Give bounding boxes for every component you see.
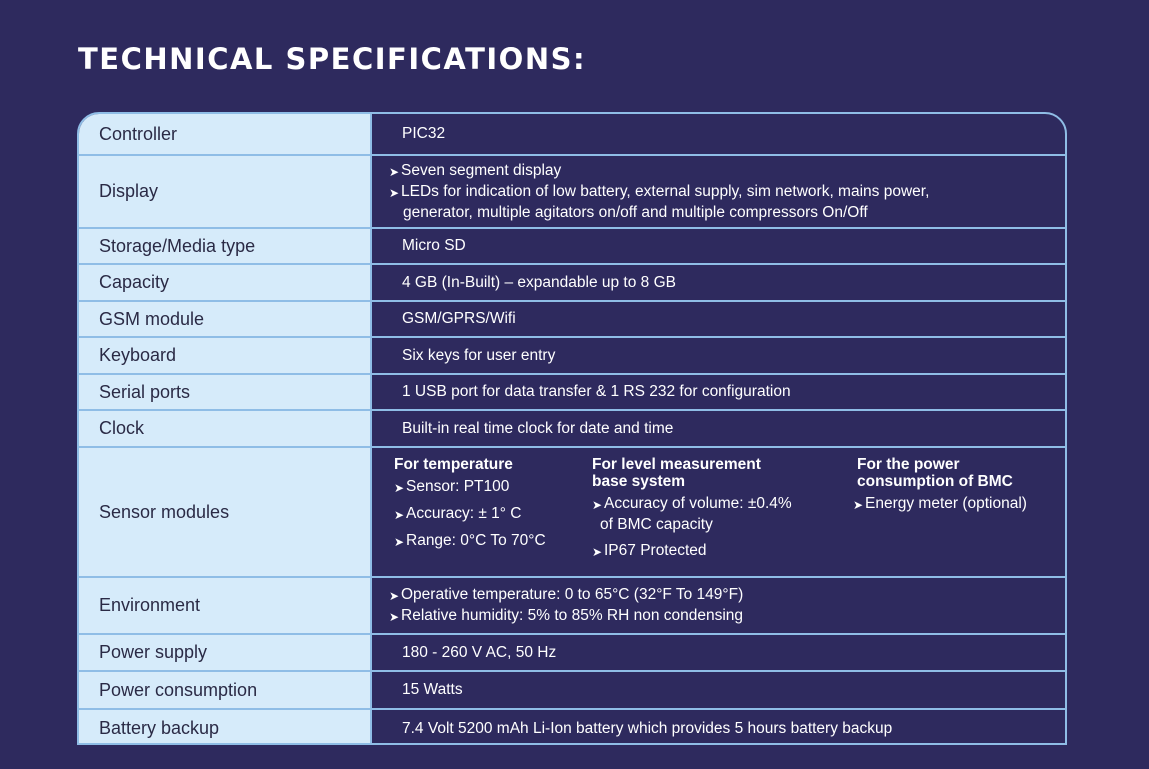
row-value: Micro SD (372, 229, 1065, 263)
value-text: PIC32 (402, 125, 446, 142)
value-text: Operative temperature: 0 to 65°C (32°F T… (401, 585, 744, 603)
arrow-bullet-icon: ➤ (389, 609, 400, 624)
row-label: Clock (79, 411, 372, 446)
sensor-column-level: For level measurement base system ➤ Accura… (592, 456, 857, 576)
value-text: of BMC capacity (600, 516, 713, 533)
row-label: Capacity (79, 265, 372, 300)
row-value: ➤ Seven segment display ➤ LEDs for indicat… (372, 156, 1065, 227)
row-value: 180 - 260 V AC, 50 Hz (372, 635, 1065, 670)
sensor-column-power: For the power consumption of BMC ➤ Energy … (853, 456, 1027, 576)
bullet-item: ➤ Accuracy: ± 1° C (394, 504, 592, 525)
table-row: Power supply 180 - 260 V AC, 50 Hz (79, 635, 1065, 672)
row-label: Power consumption (79, 672, 372, 708)
row-label: GSM module (79, 302, 372, 336)
value-text: 15 Watts (402, 681, 463, 698)
row-label: Controller (79, 114, 372, 154)
row-value: 7.4 Volt 5200 mAh Li-Ion battery which p… (372, 710, 1065, 743)
row-value: 1 USB port for data transfer & 1 RS 232 … (372, 375, 1065, 409)
row-label: Display (79, 156, 372, 227)
bullet-item: ➤ Relative humidity: 5% to 85% RH non con… (389, 606, 1065, 627)
bullet-item: ➤ Sensor: PT100 (394, 477, 592, 498)
value-text: Micro SD (402, 237, 466, 254)
value-text: Sensor: PT100 (406, 478, 510, 495)
heading-line: base system (592, 473, 686, 490)
bullet-item: ➤ LEDs for indication of low battery, ext… (389, 182, 1065, 203)
bullet-item: ➤ Operative temperature: 0 to 65°C (32°F … (389, 585, 1065, 606)
arrow-bullet-icon: ➤ (394, 508, 405, 522)
table-row: Sensor modules For temperature ➤ Sensor: … (79, 448, 1065, 578)
arrow-bullet-icon: ➤ (389, 164, 400, 179)
row-value: GSM/GPRS/Wifi (372, 302, 1065, 336)
row-value: 15 Watts (372, 672, 1065, 708)
table-row: Display ➤ Seven segment display ➤ LEDs for… (79, 156, 1065, 229)
table-row: Keyboard Six keys for user entry (79, 338, 1065, 375)
row-label: Environment (79, 578, 372, 633)
value-text: Accuracy: ± 1° C (406, 505, 522, 522)
value-text: generator, multiple agitators on/off and… (403, 203, 868, 221)
value-text: GSM/GPRS/Wifi (402, 310, 516, 327)
arrow-bullet-icon: ➤ (394, 481, 405, 495)
value-text: Seven segment display (401, 161, 562, 179)
value-text: Built-in real time clock for date and ti… (402, 419, 674, 437)
row-label: Power supply (79, 635, 372, 670)
heading-line: consumption of BMC (857, 473, 1013, 490)
value-text: Six keys for user entry (402, 346, 556, 364)
arrow-bullet-icon: ➤ (853, 498, 864, 512)
value-text: Range: 0°C To 70°C (406, 532, 546, 549)
sensor-heading: For the power consumption of BMC (857, 456, 1027, 490)
table-row: Power consumption 15 Watts (79, 672, 1065, 710)
row-value: PIC32 (372, 114, 1065, 154)
spec-table: Controller PIC32 Display ➤ Seven segment … (77, 112, 1067, 745)
bullet-item: ➤ IP67 Protected (592, 541, 857, 562)
value-text: 7.4 Volt 5200 mAh Li-Ion battery which p… (402, 719, 893, 737)
table-row: GSM module GSM/GPRS/Wifi (79, 302, 1065, 338)
heading-line: For the power (857, 456, 960, 473)
row-label: Battery backup (79, 710, 372, 743)
row-value: For temperature ➤ Sensor: PT100 ➤ Accuracy… (372, 448, 1065, 576)
table-row: Capacity 4 GB (In-Built) – expandable up… (79, 265, 1065, 302)
row-value: Built-in real time clock for date and ti… (372, 411, 1065, 446)
bullet-item: ➤ Accuracy of volume: ±0.4% (592, 494, 857, 515)
arrow-bullet-icon: ➤ (394, 535, 405, 549)
table-row: Clock Built-in real time clock for date … (79, 411, 1065, 448)
table-row: Controller PIC32 (79, 114, 1065, 156)
value-text: 180 - 260 V AC, 50 Hz (402, 643, 557, 661)
row-value: ➤ Operative temperature: 0 to 65°C (32°F … (372, 578, 1065, 633)
row-label: Storage/Media type (79, 229, 372, 263)
row-value: 4 GB (In-Built) – expandable up to 8 GB (372, 265, 1065, 300)
sensor-column-temperature: For temperature ➤ Sensor: PT100 ➤ Accuracy… (394, 456, 592, 576)
bullet-item: ➤ Seven segment display (389, 161, 1065, 182)
value-text: Energy meter (optional) (865, 495, 1027, 512)
arrow-bullet-icon: ➤ (389, 185, 400, 200)
value-text: 1 USB port for data transfer & 1 RS 232 … (402, 383, 791, 400)
sensor-heading: For temperature (394, 456, 513, 473)
value-text: IP67 Protected (604, 542, 707, 559)
table-row: Storage/Media type Micro SD (79, 229, 1065, 265)
table-row: Serial ports 1 USB port for data transfe… (79, 375, 1065, 411)
table-row: Battery backup 7.4 Volt 5200 mAh Li-Ion … (79, 710, 1065, 743)
bullet-item: ➤ Energy meter (optional) (853, 494, 1027, 515)
heading-line: For level measurement (592, 456, 761, 473)
row-label: Serial ports (79, 375, 372, 409)
row-value: Six keys for user entry (372, 338, 1065, 373)
sensor-columns: For temperature ➤ Sensor: PT100 ➤ Accuracy… (372, 448, 1065, 576)
table-row: Environment ➤ Operative temperature: 0 to… (79, 578, 1065, 635)
bullet-item: ➤ Range: 0°C To 70°C (394, 531, 592, 552)
arrow-bullet-icon: ➤ (592, 545, 603, 559)
sensor-heading: For level measurement base system (592, 456, 857, 490)
arrow-bullet-icon: ➤ (592, 498, 603, 512)
page-title: TECHNICAL SPECIFICATIONS: (78, 42, 587, 76)
row-label: Keyboard (79, 338, 372, 373)
row-label: Sensor modules (79, 448, 372, 576)
value-text: Relative humidity: 5% to 85% RH non cond… (401, 606, 744, 624)
value-text: 4 GB (In-Built) – expandable up to 8 GB (402, 273, 676, 291)
value-text: LEDs for indication of low battery, exte… (401, 182, 930, 200)
value-text: Accuracy of volume: ±0.4% (604, 495, 792, 512)
arrow-bullet-icon: ➤ (389, 588, 400, 603)
